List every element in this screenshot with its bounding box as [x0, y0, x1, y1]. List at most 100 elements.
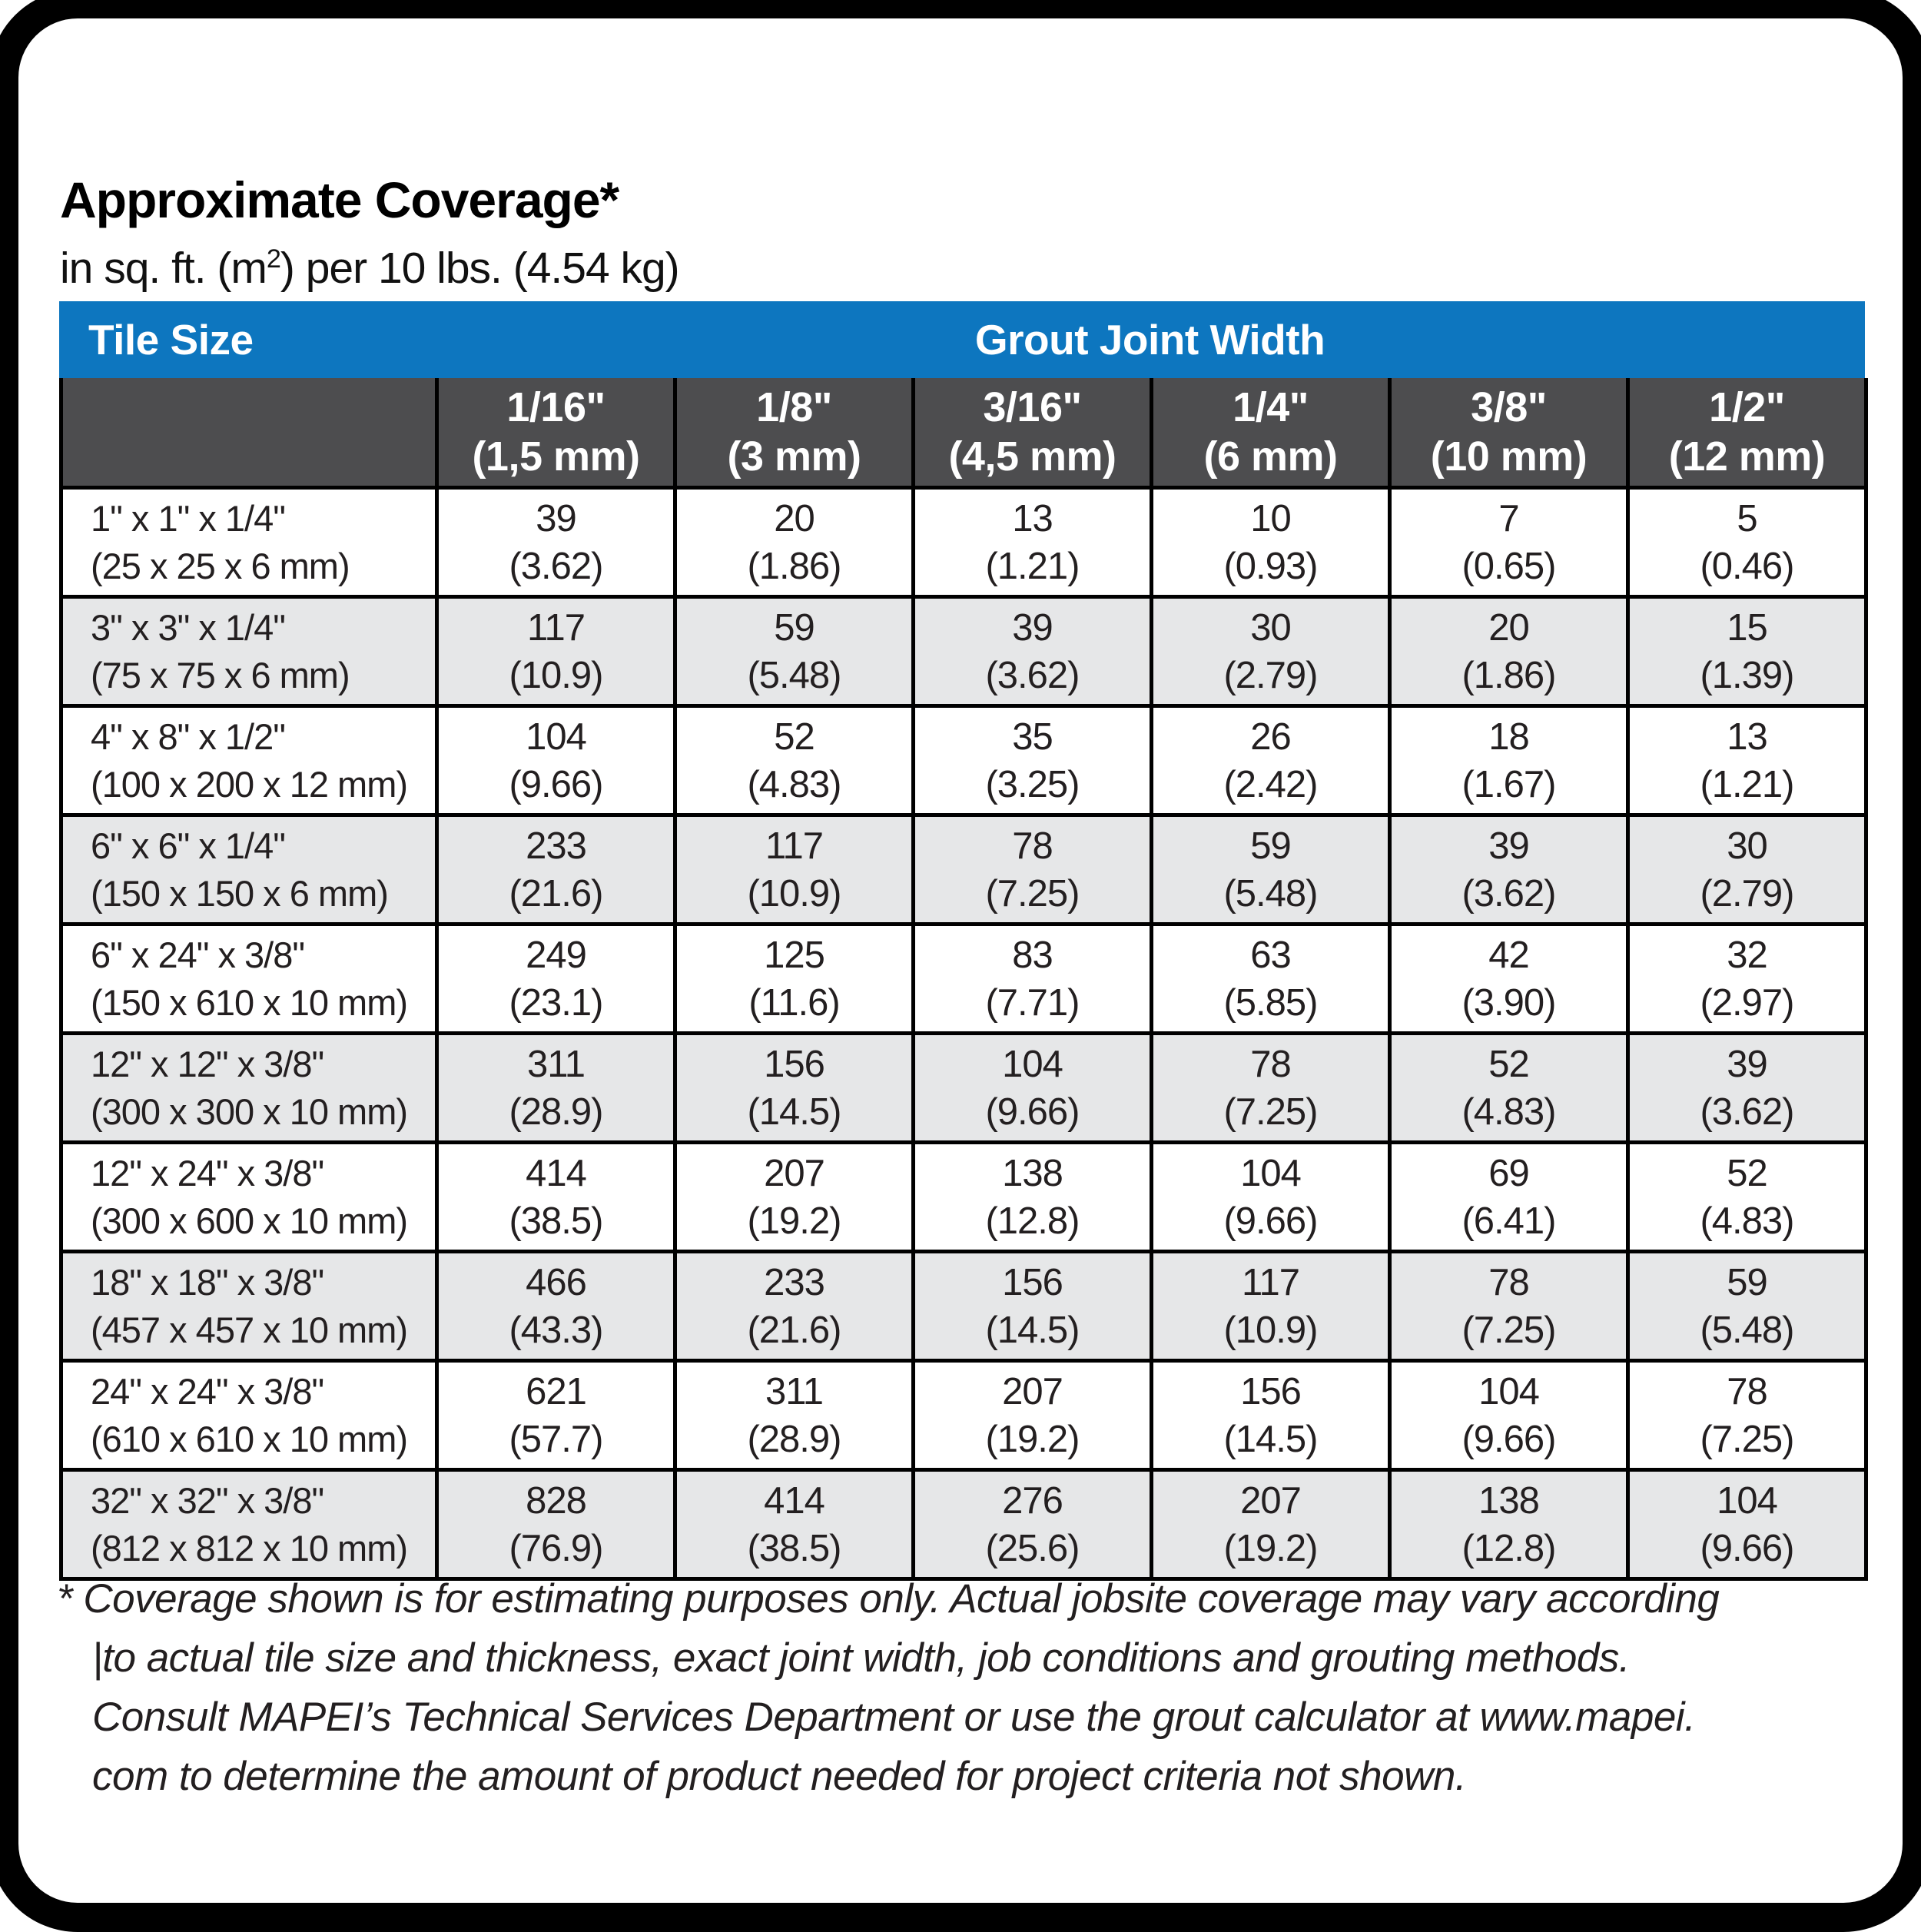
column-width-inches: 3/16": [983, 384, 1082, 430]
tile-size-metric: (25 x 25 x 6 mm): [91, 545, 350, 586]
coverage-cell: 117 (10.9): [435, 595, 677, 708]
coverage-m2-value: (3.62): [509, 545, 603, 587]
coverage-m2-value: (10.9): [509, 654, 603, 696]
coverage-cell: 414 (38.5): [435, 1140, 677, 1253]
grout-width-column-header: 1/2" (12 mm): [1626, 378, 1868, 490]
coverage-sqft-value: 828: [526, 1479, 587, 1522]
column-width-inches: 1/2": [1709, 384, 1785, 430]
coverage-sqft-value: 414: [764, 1479, 825, 1522]
coverage-sqft-value: 15: [1727, 606, 1768, 649]
coverage-cell: 52 (4.83): [1626, 1140, 1868, 1253]
coverage-m2-value: (1.67): [1461, 763, 1556, 805]
table-row: 6" x 24" x 3/8" (150 x 610 x 10 mm) 249 (23…: [59, 922, 1868, 1035]
coverage-m2-value: (5.48): [1223, 872, 1318, 915]
coverage-m2-value: (9.66): [509, 763, 603, 805]
coverage-cell: 18 (1.67): [1388, 704, 1630, 817]
table-header-bar: Tile Size Grout Joint Width: [59, 301, 1865, 378]
column-width-inches: 1/8": [756, 384, 832, 430]
coverage-m2-value: (10.9): [1223, 1309, 1318, 1351]
coverage-cell: 78 (7.25): [1626, 1359, 1868, 1472]
footnote-line: * Coverage shown is for estimating purpo…: [57, 1576, 1720, 1622]
coverage-sqft-value: 138: [1002, 1152, 1063, 1194]
coverage-m2-value: (2.79): [1700, 872, 1794, 915]
coverage-m2-value: (7.71): [985, 981, 1080, 1024]
coverage-sqft-value: 13: [1012, 497, 1053, 539]
coverage-sqft-value: 117: [765, 825, 824, 867]
coverage-sqft-value: 414: [526, 1152, 587, 1194]
tile-size-metric: (300 x 600 x 10 mm): [91, 1200, 408, 1241]
coverage-m2-value: (9.66): [1223, 1200, 1318, 1242]
tile-size-metric: (75 x 75 x 6 mm): [91, 654, 350, 695]
coverage-sqft-value: 104: [1717, 1479, 1778, 1522]
coverage-cell: 138 (12.8): [1388, 1468, 1630, 1581]
table-row: 24" x 24" x 3/8" (610 x 610 x 10 mm) 621 (5…: [59, 1359, 1868, 1472]
coverage-sqft-value: 83: [1012, 934, 1053, 976]
coverage-m2-value: (7.25): [1461, 1309, 1556, 1351]
coverage-sqft-value: 7: [1498, 497, 1519, 539]
coverage-m2-value: (21.6): [509, 872, 603, 915]
coverage-sqft-value: 156: [1240, 1370, 1302, 1412]
coverage-m2-value: (1.86): [747, 545, 841, 587]
coverage-sqft-value: 233: [526, 825, 587, 867]
coverage-cell: 39 (3.62): [1626, 1031, 1868, 1144]
coverage-cell: 63 (5.85): [1150, 922, 1392, 1035]
coverage-sqft-value: 52: [774, 715, 815, 758]
tile-size-inches: 3" x 3" x 1/4": [91, 606, 286, 648]
coverage-m2-value: (19.2): [985, 1418, 1080, 1460]
tile-size-metric: (100 x 200 x 12 mm): [91, 763, 408, 805]
column-width-inches: 1/4": [1233, 384, 1309, 430]
tile-size-cell: 3" x 3" x 1/4" (75 x 75 x 6 mm): [59, 595, 439, 708]
coverage-cell: 52 (4.83): [1388, 1031, 1630, 1144]
coverage-cell: 104 (9.66): [1626, 1468, 1868, 1581]
subtitle-superscript: 2: [266, 244, 281, 274]
coverage-cell: 311 (28.9): [673, 1359, 915, 1472]
coverage-m2-value: (9.66): [1461, 1418, 1556, 1460]
coverage-sqft-value: 104: [1478, 1370, 1540, 1412]
coverage-sqft-value: 35: [1012, 715, 1053, 758]
coverage-cell: 7 (0.65): [1388, 486, 1630, 599]
coverage-m2-value: (5.48): [1700, 1309, 1794, 1351]
coverage-sqft-value: 26: [1250, 715, 1292, 758]
coverage-m2-value: (12.8): [985, 1200, 1080, 1242]
coverage-cell: 39 (3.62): [1388, 813, 1630, 926]
table-row: 4" x 8" x 1/2" (100 x 200 x 12 mm) 104 (9.6…: [59, 704, 1868, 817]
coverage-cell: 59 (5.48): [1150, 813, 1392, 926]
coverage-sqft-value: 32: [1727, 934, 1768, 976]
coverage-cell: 104 (9.66): [1150, 1140, 1392, 1253]
table-row: 32" x 32" x 3/8" (812 x 812 x 10 mm) 828 (7…: [59, 1468, 1868, 1581]
subtitle-text: in sq. ft. (m: [60, 244, 267, 293]
coverage-m2-value: (76.9): [509, 1527, 603, 1569]
coverage-cell: 26 (2.42): [1150, 704, 1392, 817]
coverage-cell: 5 (0.46): [1626, 486, 1868, 599]
table-row: 6" x 6" x 1/4" (150 x 150 x 6 mm) 233 (21.6…: [59, 813, 1868, 926]
footnote-line: Consult MAPEI’s Technical Services Depar…: [92, 1695, 1696, 1740]
coverage-m2-value: (0.65): [1461, 545, 1556, 587]
coverage-sqft-value: 125: [764, 934, 825, 976]
tile-size-cell: 4" x 8" x 1/2" (100 x 200 x 12 mm): [59, 704, 439, 817]
footnote-line: com to determine the amount of product n…: [92, 1754, 1467, 1799]
tile-size-metric: (300 x 300 x 10 mm): [91, 1090, 408, 1132]
tile-size-metric: (150 x 150 x 6 mm): [91, 872, 389, 914]
coverage-sqft-value: 39: [536, 497, 577, 539]
coverage-m2-value: (7.25): [1223, 1090, 1318, 1133]
coverage-cell: 42 (3.90): [1388, 922, 1630, 1035]
coverage-sqft-value: 30: [1727, 825, 1768, 867]
coverage-sqft-value: 78: [1250, 1043, 1292, 1085]
coverage-cell: 207 (19.2): [911, 1359, 1153, 1472]
coverage-m2-value: (1.21): [1700, 763, 1794, 805]
coverage-cell: 52 (4.83): [673, 704, 915, 817]
coverage-cell: 15 (1.39): [1626, 595, 1868, 708]
coverage-sqft-value: 621: [526, 1370, 587, 1412]
coverage-cell: 104 (9.66): [911, 1031, 1153, 1144]
coverage-cell: 13 (1.21): [911, 486, 1153, 599]
grout-width-column-header: 1/16" (1,5 mm): [435, 378, 677, 490]
coverage-sqft-value: 156: [764, 1043, 825, 1085]
tile-size-metric: (812 x 812 x 10 mm): [91, 1527, 408, 1569]
tile-size-cell: 18" x 18" x 3/8" (457 x 457 x 10 mm): [59, 1250, 439, 1363]
coverage-m2-value: (19.2): [747, 1200, 841, 1242]
coverage-m2-value: (5.85): [1223, 981, 1318, 1024]
coverage-sqft-value: 78: [1012, 825, 1053, 867]
coverage-cell: 104 (9.66): [1388, 1359, 1630, 1472]
column-width-metric: (12 mm): [1668, 433, 1826, 480]
coverage-cell: 828 (76.9): [435, 1468, 677, 1581]
